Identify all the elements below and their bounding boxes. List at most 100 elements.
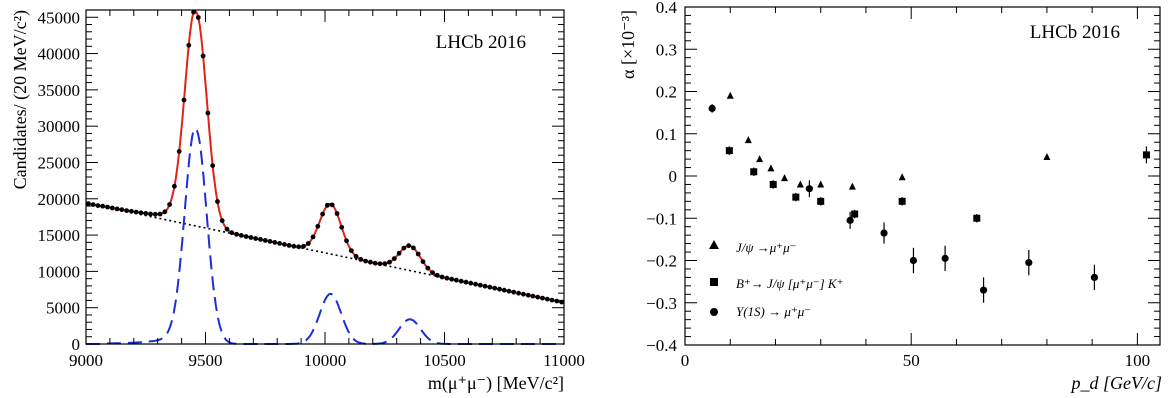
data-point [296,244,302,250]
y-tick-label: −0.1 [646,209,677,228]
upsilon-point [805,185,814,193]
data-point [109,205,115,211]
x-tick-label: 100 [1125,351,1151,370]
y-tick-label: 0.4 [656,0,678,17]
data-point [444,275,450,281]
jpsi-point [744,136,752,144]
data-point [535,294,541,300]
data-point [540,295,545,301]
right-lhcb-label: LHCb 2016 [1030,22,1120,43]
x-tick-label: 50 [903,351,920,370]
signal-fit-curve [86,127,564,345]
bplus-point [769,180,777,188]
data-point [463,279,469,285]
data-point [391,256,397,261]
data-point [320,211,325,217]
data-point [506,288,512,294]
upsilon-point [909,256,918,265]
upsilon-point [1025,259,1033,267]
data-point [305,241,311,246]
data-point [315,223,321,229]
upsilon-point [880,229,888,237]
y-tick-label: 0 [72,335,81,354]
jpsi-point [756,155,764,163]
legend-entry-bplus: B⁺→ J/ψ [μ⁺μ⁻] K⁺ [736,276,843,291]
x-tick-label: 10500 [423,351,466,370]
data-point [114,206,120,212]
data-point [454,277,459,283]
upsilon-point [979,286,988,294]
data-point [363,258,368,264]
jpsi-point [817,180,825,188]
y-tick-label: −0.4 [646,336,677,355]
right-x-axis-label: p_d [GeV/c] [1070,373,1162,393]
data-point [157,211,163,217]
data-point [133,209,139,215]
data-point [482,283,488,289]
bplus-point [750,168,758,176]
data-point [530,293,536,299]
data-point [129,208,134,214]
data-point [501,287,507,293]
data-point [105,204,110,210]
data-point [152,211,158,217]
data-point [329,202,335,208]
x-tick-label: 0 [681,351,690,370]
upsilon-point [708,104,716,112]
jpsi-point [767,164,775,172]
right-plot-frame [684,6,1161,346]
right-y-axis-label: α [×10⁻³] [618,10,638,79]
upsilon-point [1090,273,1099,281]
data-point [353,254,359,259]
mass-spectrum-panel: 9000 9500 10000 10500 11000 0 5000 10000 15000 2… [10,8,585,394]
x-tick-label: 11000 [543,351,585,370]
left-curves [85,8,565,345]
bplus-point [817,197,825,205]
bplus-point [792,193,800,201]
y-tick-label: 20000 [38,190,81,209]
left-lhcb-label: LHCb 2016 [436,32,526,53]
left-y-tick-labels: 0 5000 10000 15000 20000 25000 30000 35000 40000… [38,8,81,354]
data-point [449,276,455,282]
data-point [554,298,560,304]
data-point [100,203,106,209]
data-point [272,240,278,245]
left-x-tick-labels: 9000 9500 10000 10500 11000 [69,351,585,370]
legend-circle-marker [710,308,718,316]
data-point [186,42,192,48]
data-point [291,243,297,249]
upsilon-point [846,216,854,224]
y-tick-label: 0.2 [656,83,677,102]
data-point [334,211,340,216]
data-point [549,297,555,303]
left-x-axis-label: m(μ⁺μ⁻) [MeV/c²] [428,373,564,394]
data-point [382,261,388,267]
y-tick-label: 45000 [38,8,81,27]
data-point [396,250,402,256]
left-y-axis-label: Candidates/ (20 MeV/c²) [10,10,31,189]
data-point [430,270,435,275]
data-point [544,296,550,302]
left-tick-marks [85,9,565,345]
data-point [176,149,182,154]
data-point [497,286,502,292]
y-tick-label: 10000 [38,262,81,281]
data-point [205,110,211,116]
data-point [138,210,144,216]
data-point [229,230,235,236]
data-point [258,237,263,242]
data-point [344,238,349,244]
data-point [243,234,249,239]
data-point [406,243,412,249]
y-tick-label: 30000 [38,117,81,136]
data-point [458,278,464,284]
asymmetry-panel: 0 50 100 −0.4 −0.3 −0.2 −0.1 0 0.1 0.2 0.3 0.4 LHC… [618,0,1162,393]
y-tick-label: 15000 [38,226,81,245]
y-tick-label: 0 [669,167,678,186]
legend-entry-jpsi: J/ψ →μ⁺μ⁻ [736,240,796,255]
data-point [200,53,206,59]
data-point [286,243,292,248]
x-tick-label: 10000 [304,351,347,370]
y-tick-label: −0.3 [646,294,677,313]
data-point [487,284,493,290]
